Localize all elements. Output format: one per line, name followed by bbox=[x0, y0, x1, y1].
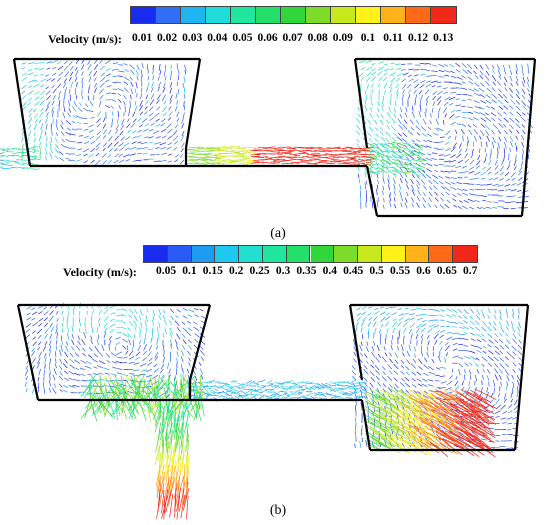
colorbar-tick-label: 0.04 bbox=[207, 32, 228, 44]
colorbar-tick-label: 0.05 bbox=[155, 265, 177, 277]
panel-b: Velocity (m/s): 0.05 0.1 0.15 0.2 0.25 0.3 0.3… bbox=[0, 245, 550, 525]
colorbar-tick-label: 0.03 bbox=[182, 32, 203, 44]
caption-a: (a) bbox=[270, 226, 286, 241]
colorbar-swatch bbox=[256, 7, 281, 23]
colorbar-swatch bbox=[281, 7, 306, 23]
colorbar-tick-label: 0.13 bbox=[433, 32, 454, 44]
right-tank-a bbox=[355, 59, 535, 216]
colorbar-swatch bbox=[231, 7, 256, 23]
panel-a: Velocity (m/s): 0.01 0.02 0.03 0.04 0.05 0.06… bbox=[0, 0, 550, 250]
colorbar-tick-label: 0.11 bbox=[383, 32, 403, 44]
colorbar-swatch bbox=[215, 246, 240, 262]
colorbar-swatch bbox=[306, 7, 331, 23]
legend-a: Velocity (m/s): 0.01 0.02 0.03 0.04 0.05 0.06… bbox=[0, 6, 550, 46]
colorbar-swatch bbox=[156, 7, 181, 23]
colorbar-a bbox=[130, 6, 457, 24]
colorbar-tick-label: 0.05 bbox=[232, 32, 253, 44]
colorbar-tick-label: 0.15 bbox=[202, 265, 223, 277]
colorbar-tick-label: 0.1 bbox=[182, 265, 197, 277]
colorbar-tick-label: 0.09 bbox=[332, 32, 353, 44]
colorbar-swatch bbox=[310, 246, 335, 262]
colorbar-tick-label: 0.35 bbox=[296, 265, 317, 277]
colorbar-swatch bbox=[381, 246, 406, 262]
colorbar-swatch bbox=[262, 246, 287, 262]
colorbar-tick-label: 0.4 bbox=[322, 265, 337, 277]
colorbar-tick-label: 0.2 bbox=[229, 265, 244, 277]
colorbar-swatch bbox=[144, 246, 168, 262]
colorbar-swatch bbox=[405, 246, 430, 262]
colorbar-swatch bbox=[334, 246, 359, 262]
caption-b: (b) bbox=[269, 503, 287, 518]
colorbar-tick-label: 0.25 bbox=[249, 265, 270, 277]
colorbar-swatch bbox=[191, 246, 216, 262]
colorbar-swatch bbox=[286, 246, 311, 262]
left-tank-a bbox=[14, 59, 200, 166]
colorbar-swatch bbox=[358, 246, 382, 262]
colorbar-tick-label: 0.12 bbox=[408, 32, 429, 44]
colorbar-swatch bbox=[331, 7, 356, 23]
colorbar-tick-label: 0.45 bbox=[343, 265, 364, 277]
colorbar-swatch bbox=[381, 7, 406, 23]
colorbar-swatch bbox=[431, 7, 456, 23]
colorbar-swatch bbox=[181, 7, 206, 23]
left-tank-b bbox=[18, 305, 210, 400]
colorbar-swatch bbox=[356, 7, 381, 23]
legend-b: Velocity (m/s): 0.05 0.1 0.15 0.2 0.25 0.3 0.3… bbox=[0, 245, 550, 285]
colorbar-tick-label: 0.02 bbox=[157, 32, 178, 44]
flow-field-b bbox=[16, 302, 530, 520]
colorbar-swatch bbox=[453, 246, 477, 262]
legend-label-b: Velocity (m/s): bbox=[63, 265, 137, 279]
flow-field-a bbox=[0, 57, 537, 218]
colorbar-swatch bbox=[406, 7, 431, 23]
colorbar-tick-label: 0.55 bbox=[389, 265, 411, 277]
colorbar-swatch bbox=[429, 246, 454, 262]
colorbar-b bbox=[143, 245, 478, 263]
colorbar-tick-label: 0.08 bbox=[307, 32, 328, 44]
legend-label-a: Velocity (m/s): bbox=[48, 32, 122, 46]
colorbar-tick-label: 0.5 bbox=[369, 265, 384, 277]
colorbar-swatch bbox=[167, 246, 192, 262]
colorbar-swatch bbox=[206, 7, 231, 23]
colorbar-tick-label: 0.01 bbox=[131, 32, 153, 44]
colorbar-tick-label: 0.3 bbox=[275, 265, 291, 277]
colorbar-tick-label: 0.1 bbox=[360, 32, 376, 44]
colorbar-tick-label: 0.07 bbox=[282, 32, 303, 44]
colorbar-swatch bbox=[131, 7, 156, 23]
colorbar-swatch bbox=[239, 246, 263, 262]
colorbar-tick-label: 0.65 bbox=[436, 265, 457, 277]
colorbar-tick-label: 0.7 bbox=[463, 265, 478, 277]
colorbar-tick-label: 0.6 bbox=[416, 265, 431, 277]
colorbar-tick-label: 0.06 bbox=[257, 32, 278, 44]
